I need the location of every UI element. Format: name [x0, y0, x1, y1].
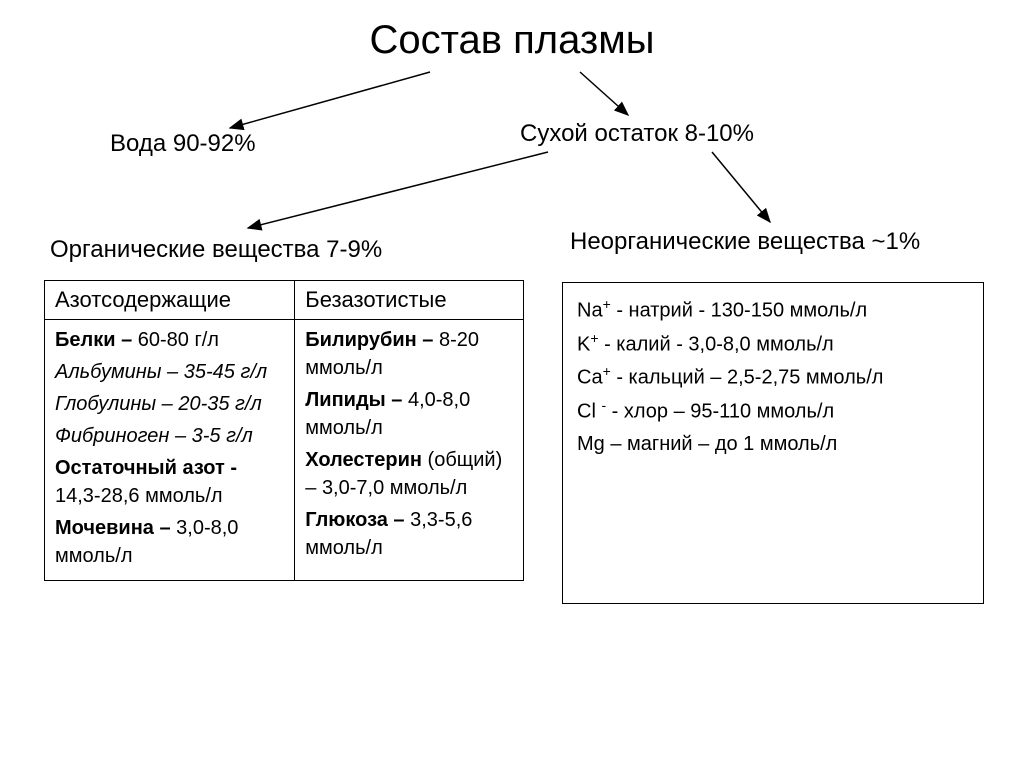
- node-inorganic: Неорганические вещества ~1%: [570, 228, 920, 256]
- table-cell-nonnitrogen: Билирубин – 8-20 ммоль/л Липиды – 4,0-8,…: [295, 320, 524, 581]
- page-title: Состав плазмы: [0, 18, 1024, 63]
- table-cell-nitrogen: Белки – 60-80 г/л Альбумины – 35-45 г/л …: [45, 320, 295, 581]
- node-dry-residue: Сухой остаток 8-10%: [520, 120, 754, 148]
- table-header-col2: Безазотистые: [295, 281, 524, 320]
- node-organic: Органические вещества 7-9%: [50, 236, 382, 264]
- organic-table: Азотсодержащие Безазотистые Белки – 60-8…: [44, 280, 524, 581]
- node-water: Вода 90-92%: [110, 130, 256, 158]
- table-header-col1: Азотсодержащие: [45, 281, 295, 320]
- inorganic-box: Na+ - натрий - 130-150 ммоль/л K+ - кали…: [562, 282, 984, 604]
